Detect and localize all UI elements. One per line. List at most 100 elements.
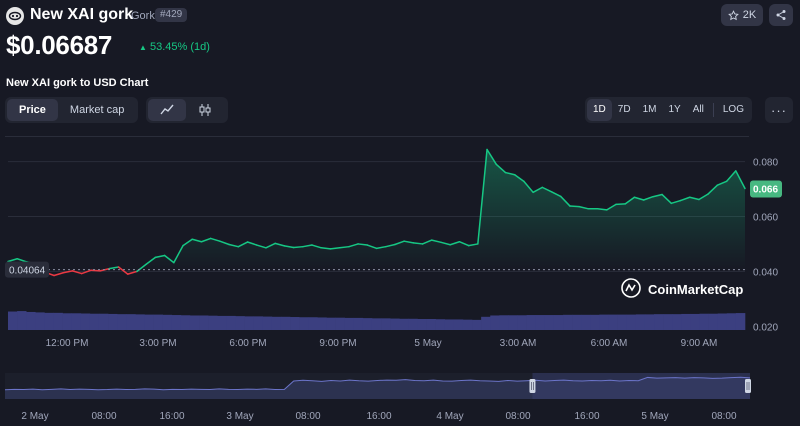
price-line-segment (219, 240, 230, 246)
price-line-segment (136, 263, 147, 273)
volume-bar (290, 317, 300, 330)
range-all[interactable]: All (692, 104, 704, 115)
price-line-segment (329, 247, 341, 250)
volume-bar (171, 315, 182, 330)
volume-bar (244, 316, 254, 330)
volume-bar (517, 315, 527, 330)
log-scale-toggle[interactable]: LOG (722, 104, 744, 115)
volume-bar (89, 313, 100, 330)
time-range-toggle: 1D 7D 1M 1Y All LOG (585, 97, 752, 123)
volume-bar (699, 313, 709, 330)
price-line-segment (255, 244, 267, 249)
watchlist-count: 2K (742, 9, 757, 21)
navigator-handle[interactable] (745, 379, 751, 393)
watchlist-button[interactable]: 2K (721, 4, 763, 26)
price-line-segment (688, 196, 700, 201)
x-tick-label: 9:00 AM (681, 338, 718, 349)
volume-bar (371, 318, 382, 330)
volume-bar (472, 319, 482, 330)
price-line-segment (477, 148, 488, 245)
volume-bar (126, 314, 136, 330)
price-line-segment (412, 242, 424, 245)
tab-price[interactable]: Price (7, 99, 58, 121)
price-line-segment (117, 266, 129, 275)
volume-bar (144, 314, 154, 330)
volume-bar (253, 316, 264, 330)
price-line-segment (716, 180, 728, 186)
volume-bar (608, 314, 618, 330)
price-line-segment (615, 203, 626, 206)
price-line-segment (698, 193, 709, 201)
volume-bar (435, 319, 446, 330)
range-1m[interactable]: 1M (642, 104, 657, 115)
price-marketcap-toggle: Price Market cap (5, 97, 139, 123)
range-1y[interactable]: 1Y (668, 104, 681, 115)
price-line-segment (292, 245, 304, 249)
volume-bar (544, 315, 555, 330)
y-tick-label: 0.020 (753, 322, 778, 333)
price-line-segment (449, 240, 461, 246)
navigator-tick-label: 16:00 (574, 411, 599, 422)
candlestick-button[interactable] (186, 99, 224, 121)
volume-bar (672, 314, 682, 330)
more-options-button[interactable]: ··· (765, 97, 793, 123)
range-navigator[interactable]: 2 May 08:00 16:00 3 May 08:00 16:00 4 May 08:00… (0, 362, 800, 426)
volume-bar (408, 318, 418, 330)
navigator-handle[interactable] (529, 379, 536, 393)
y-tick-label: 0.060 (753, 212, 778, 223)
volume-bar (426, 319, 436, 330)
price-line-segment (661, 193, 673, 205)
rank-badge: #429 (155, 8, 188, 22)
x-tick-label: 3:00 PM (139, 338, 176, 349)
range-7d[interactable]: 7D (617, 104, 631, 115)
share-button[interactable] (769, 4, 793, 26)
navigator-line (4, 376, 751, 391)
x-tick-label: 6:00 PM (229, 338, 266, 349)
price-line-segment (71, 270, 83, 275)
volume-bar (153, 314, 163, 330)
coin-symbol: Gork (131, 10, 155, 22)
volume-bar (335, 317, 345, 330)
price-line-segment (707, 184, 719, 195)
volume-bar (535, 315, 546, 330)
price-line-segment (513, 174, 525, 183)
line-chart-button[interactable] (148, 99, 186, 121)
price-line-segment (237, 241, 249, 248)
price-chart[interactable]: 0.080 0.060 0.040 0.020 0.04064 0.066 12:00 PM… (0, 130, 800, 362)
volume-bar (280, 316, 291, 330)
price-line-segment (182, 238, 193, 247)
volume-bar (226, 315, 236, 330)
price-line-segment (80, 269, 92, 275)
volume-bar (208, 315, 218, 330)
price-line-segment (348, 243, 359, 248)
navigator-tick-label: 08:00 (711, 411, 736, 422)
price-line-segment (606, 203, 617, 211)
y-tick-label: 0.080 (753, 158, 778, 169)
range-1d[interactable]: 1D (587, 99, 612, 121)
star-icon (727, 9, 739, 20)
tab-market-cap[interactable]: Market cap (69, 104, 125, 116)
volume-bar (162, 314, 173, 330)
volume-bar (690, 313, 700, 330)
volume-bar (353, 317, 364, 330)
volume-bar (735, 313, 746, 330)
volume-bar (444, 319, 455, 330)
price-line-segment (431, 239, 442, 244)
price-line-segment (191, 238, 203, 243)
volume-bar (271, 316, 282, 330)
volume-bar (417, 319, 427, 330)
price-line-segment (200, 237, 212, 243)
price-line-segment (652, 193, 663, 198)
reference-price-badge: 0.04064 (5, 261, 49, 278)
coin-logo-icon (8, 11, 22, 21)
volume-bar (490, 315, 500, 330)
volume-bar (189, 315, 200, 330)
volume-bar (581, 314, 591, 330)
price-line-segment (311, 244, 322, 249)
price-line-segment (145, 256, 157, 266)
price-line-segment (357, 243, 369, 246)
price-line-segment (578, 205, 590, 210)
volume-bar (299, 317, 309, 330)
volume-bar (572, 314, 582, 330)
price-line-segment (163, 254, 175, 264)
